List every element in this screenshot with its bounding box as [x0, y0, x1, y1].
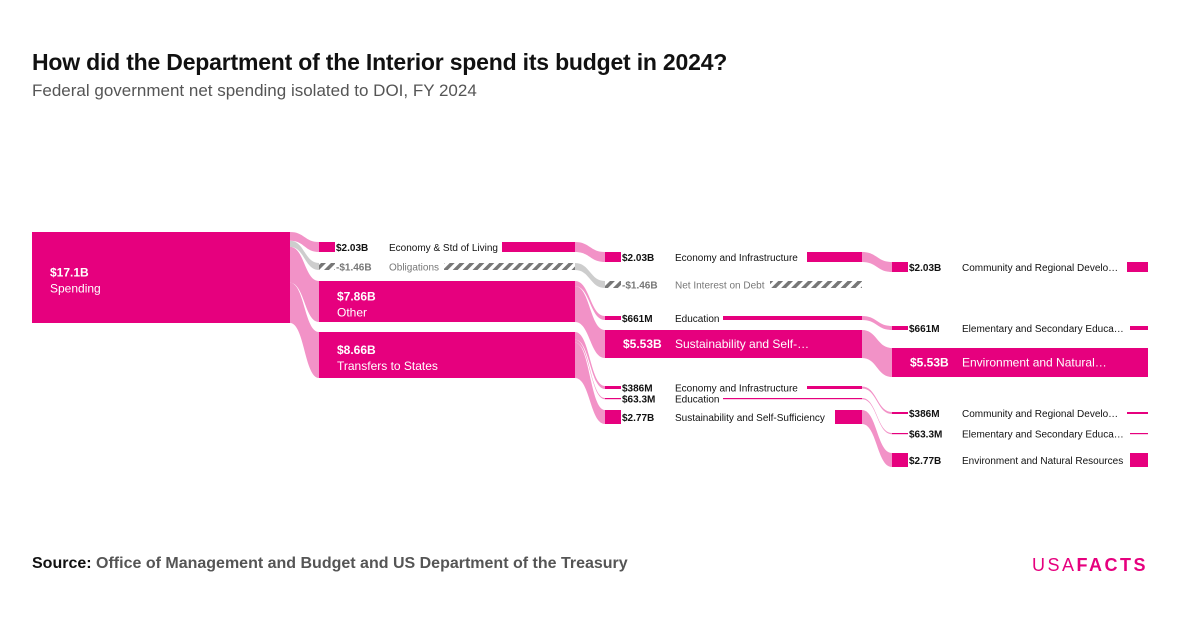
node-value-label: $63.3M	[909, 430, 942, 441]
link-c1_transfers-to-c2_t_sustain	[575, 342, 605, 424]
link-spending-to-c1_oblig	[290, 240, 319, 270]
node-value-label: $8.66B	[337, 343, 376, 357]
node-name-label: Sustainability and Self-…	[675, 337, 809, 351]
node-c2_t_sustain	[605, 410, 621, 424]
link-c1_econ-to-c2_econ_infra	[575, 242, 605, 262]
source-label: Source:	[32, 555, 92, 572]
node-c1_oblig	[319, 263, 335, 270]
nodes-layer	[32, 232, 1148, 467]
node-name-label: Spending	[50, 282, 101, 296]
labels-layer: $17.1B Spending $2.03B Economy & Std of Liv…	[50, 243, 1124, 467]
node-c3_elem	[892, 326, 908, 330]
node-c2_sustain	[605, 330, 862, 358]
node-name-label: Elementary and Secondary Educa…	[962, 324, 1124, 335]
node-bar-c2_t_econ_infra	[807, 386, 862, 389]
node-c1_transfers	[319, 332, 575, 378]
node-name-label: Obligations	[389, 263, 439, 274]
link-c2_econ_infra-to-c3_community	[862, 252, 892, 272]
node-bar-c3_community	[1127, 262, 1148, 272]
node-name-label: Transfers to States	[337, 359, 438, 373]
link-c1_oblig-to-c2_net_interest	[575, 263, 605, 288]
link-spending-to-c1_econ	[290, 232, 319, 252]
node-value-label: $17.1B	[50, 266, 89, 280]
node-name-label: Economy and Infrastructure	[675, 253, 798, 264]
node-value-label: $386M	[622, 384, 653, 395]
link-c2_education-to-c3_elem	[862, 316, 892, 330]
usafacts-logo: USAFACTS	[1032, 555, 1148, 576]
node-c2_net_interest	[605, 281, 621, 288]
node-c3_t_env	[892, 453, 908, 467]
chart-title: How did the Department of the Interior s…	[32, 49, 728, 75]
link-c1_transfers-to-c2_t_education	[575, 339, 605, 400]
node-name-label: Community and Regional Develo…	[962, 409, 1118, 420]
links-layer	[290, 232, 892, 467]
node-value-label: $63.3M	[622, 395, 655, 406]
node-value-label: $2.77B	[909, 456, 941, 467]
node-name-label: Community and Regional Develo…	[962, 263, 1118, 274]
node-value-label: $661M	[622, 314, 653, 325]
node-bar-c3_elem	[1130, 326, 1148, 330]
node-c3_env	[892, 348, 1148, 377]
source-text: Office of Management and Budget and US D…	[96, 555, 628, 572]
logo-bold-text: FACTS	[1076, 555, 1148, 575]
node-value-label: $2.77B	[622, 413, 654, 424]
node-value-label: -$1.46B	[622, 281, 658, 292]
node-value-label: -$1.46B	[336, 263, 372, 274]
link-c1_transfers-to-c2_t_econ_infra	[575, 332, 605, 389]
node-bar-c2_t_sustain	[835, 410, 862, 424]
node-value-label: $2.03B	[622, 253, 654, 264]
link-spending-to-c1_other	[290, 246, 319, 322]
node-value-label: $2.03B	[909, 263, 941, 274]
node-bar-c2_t_education	[723, 398, 862, 400]
node-name-label: Environment and Natural…	[962, 356, 1107, 370]
node-name-label: Elementary and Secondary Educa…	[962, 430, 1124, 441]
node-name-label: Economy & Std of Living	[389, 243, 498, 254]
chart-subtitle: Federal government net spending isolated…	[32, 81, 477, 100]
node-c2_econ_infra	[605, 252, 621, 262]
node-c3_t_community	[892, 412, 908, 414]
node-bar-c3_t_community	[1127, 412, 1148, 414]
node-bar-c2_net_interest	[770, 281, 862, 288]
node-name-label: Sustainability and Self-Sufficiency	[675, 413, 825, 424]
link-c2_t_econ_infra-to-c3_t_community	[862, 386, 892, 414]
node-bar-c3_t_elem	[1130, 433, 1148, 435]
node-bar-c1_oblig	[444, 263, 575, 270]
node-value-label: $661M	[909, 324, 940, 335]
node-c2_education	[605, 316, 621, 320]
link-c2_t_sustain-to-c3_t_env	[862, 410, 892, 467]
node-value-label: $386M	[909, 409, 940, 420]
node-c1_other	[319, 281, 575, 322]
node-c2_t_econ_infra	[605, 386, 621, 389]
link-spending-to-c1_transfers	[290, 282, 319, 378]
node-c3_community	[892, 262, 908, 272]
node-bar-c3_t_env	[1130, 453, 1148, 467]
link-c1_other-to-c2_education	[575, 281, 605, 320]
node-value-label: $7.86B	[337, 290, 376, 304]
source-note: Source: Office of Management and Budget …	[32, 555, 628, 573]
link-c2_sustain-to-c3_env	[862, 330, 892, 377]
link-c2_t_education-to-c3_t_elem	[862, 398, 892, 435]
node-value-label: $2.03B	[336, 243, 368, 254]
node-name-label: Education	[675, 395, 719, 406]
node-c2_t_education	[605, 398, 621, 400]
link-c1_other-to-c2_sustain	[575, 286, 605, 358]
node-value-label: $5.53B	[623, 337, 662, 351]
node-value-label: $5.53B	[910, 356, 949, 370]
node-spending	[32, 232, 290, 323]
node-bar-c2_econ_infra	[807, 252, 862, 262]
node-name-label: Environment and Natural Resources	[962, 456, 1123, 467]
node-name-label: Education	[675, 314, 719, 325]
node-c3_t_elem	[892, 433, 908, 435]
node-bar-c1_econ	[502, 242, 575, 252]
node-bar-c2_education	[723, 316, 862, 320]
node-c1_econ	[319, 242, 335, 252]
logo-light-text: USA	[1031, 555, 1077, 575]
node-name-label: Economy and Infrastructure	[675, 384, 798, 395]
node-name-label: Other	[337, 306, 367, 320]
node-name-label: Net Interest on Debt	[675, 281, 765, 292]
